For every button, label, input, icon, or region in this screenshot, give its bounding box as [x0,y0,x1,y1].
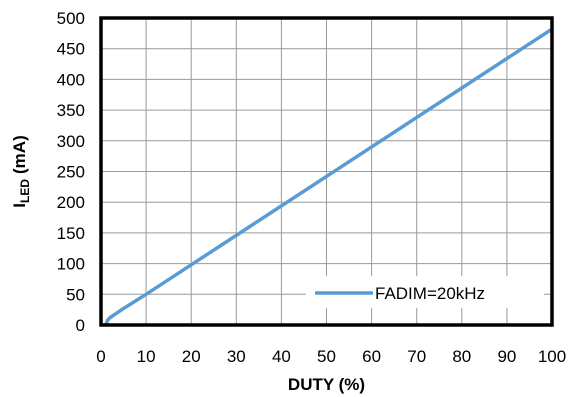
y-tick-label: 150 [57,224,85,243]
x-tick-label: 80 [452,347,471,366]
x-tick-label: 30 [227,347,246,366]
y-axis-title: ILED (mA) [10,135,32,207]
x-tick-label: 0 [96,347,105,366]
y-tick-label: 250 [57,163,85,182]
y-tick-label: 350 [57,101,85,120]
x-tick-label: 10 [137,347,156,366]
x-tick-label: 70 [407,347,426,366]
y-tick-label: 300 [57,132,85,151]
x-tick-label: 20 [182,347,201,366]
y-axis-title-sub: LED [18,179,32,203]
y-axis-title-unit: (mA) [10,135,29,174]
y-tick-label: 50 [66,285,85,304]
x-tick-labels: 0 10 20 30 40 50 60 70 80 90 100 [96,347,566,366]
y-tick-label: 450 [57,40,85,59]
y-tick-label: 100 [57,255,85,274]
x-tick-label: 40 [272,347,291,366]
x-tick-label: 50 [317,347,336,366]
x-tick-label: 90 [497,347,516,366]
y-tick-label: 500 [57,9,85,28]
series-line-fadim-20khz [103,27,554,327]
y-tick-label: 0 [76,316,85,335]
x-axis-title: DUTY (%) [288,375,365,394]
y-tick-labels: 0 50 100 150 200 250 300 350 400 450 500 [57,9,85,335]
plot-frame [99,16,554,327]
x-tick-label: 60 [362,347,381,366]
legend-label: FADIM=20kHz [375,284,485,303]
y-axis-title-main: I [10,203,29,208]
y-tick-label: 200 [57,193,85,212]
x-tick-label: 100 [538,347,566,366]
y-tick-label: 400 [57,70,85,89]
